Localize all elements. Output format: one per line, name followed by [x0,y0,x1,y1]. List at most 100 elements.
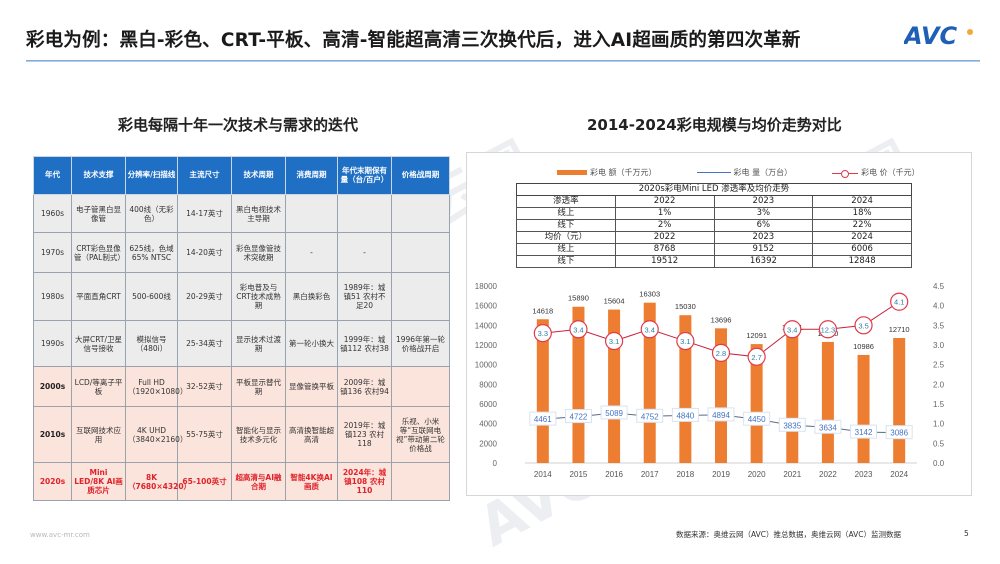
y-axis-right-tick: 0.0 [933,459,945,468]
volume-label-box [850,424,878,439]
column-header: 技术支撑 [71,156,126,195]
y-axis-left-tick: 16000 [475,302,498,311]
table-cell: 1980s [33,272,72,321]
price-marker [783,320,802,339]
table-cell: 智能4K换AI画质 [285,462,338,501]
bar [715,328,727,463]
table-cell: 显像管换平板 [285,366,338,407]
table-cell: 大屏CRT/卫星信号接收 [71,320,126,367]
price-value-label: 2.7 [751,353,761,362]
table-cell: 22% [812,219,912,232]
table-cell: 2019年：城镇123 农村118 [337,406,392,463]
price-value-label: 3.4 [645,325,655,334]
column-header: 技术周期 [231,156,286,195]
table-cell: 2020s [33,462,72,501]
bar-value-label: 15604 [604,297,625,306]
price-marker [890,292,909,311]
x-axis-tick: 2016 [605,470,623,479]
bar [893,338,906,463]
volume-label-box [564,409,592,424]
price-marker [818,320,838,339]
table-cell: 显示技术过渡期 [231,320,286,367]
table-cell [391,366,450,407]
table-cell: 55-75英寸 [177,406,232,463]
legend-item-revenue: 彩电 额（千万元） [557,167,657,178]
table-row: 线下 19512 16392 12848 [516,255,912,268]
table-cell: 1% [614,207,715,220]
right-section-title: 2014-2024彩电规模与均价走势对比 [587,116,842,134]
table-cell: 19512 [614,255,715,268]
bar [572,306,585,463]
price-marker [533,324,552,343]
volume-value-label: 4461 [534,415,552,424]
chart-legend: 彩电 额（千万元） 彩电 量（万台） 彩电 价（千元） [557,167,920,178]
y-axis-right-tick: 2.5 [933,361,945,370]
volume-label-box [707,407,735,422]
y-axis-right-tick: 3.5 [933,321,945,330]
table-cell: 2024 [812,231,912,244]
y-axis-right-tick: 1.5 [933,400,945,409]
volume-value-label: 4722 [570,413,588,422]
table-cell: 32-52英寸 [177,366,232,407]
website-footer: www.avc-mr.com [30,531,90,539]
price-marker [711,343,731,362]
column-header: 年代末期保有量（台/百户） [337,156,392,195]
table-row: 1970s CRT彩色显像管（PAL制式） 625线，色域65% NTSC 14… [33,232,450,273]
column-header: 消费周期 [285,156,338,195]
table-row: 线上 8768 9152 6006 [516,243,912,256]
volume-label-box [814,419,842,434]
bar-value-label: 12710 [889,325,910,334]
price-marker [854,316,873,335]
table-cell: 625线，色域65% NTSC [125,232,178,273]
table-cell: 第一轮小换大 [285,320,338,367]
mini-led-table: 2020s彩电Mini LED 渗透率及均价走势 渗透率 2022 2023 2… [516,183,912,268]
bar-value-label: 15030 [675,302,696,311]
volume-label-box [636,408,664,423]
table-cell: 25-34英寸 [177,320,232,367]
table-cell: 1970s [33,232,72,273]
table-cell: - [285,232,338,273]
legend-label: 彩电 额（千万元） [590,168,657,177]
table-row: 1990s 大屏CRT/卫星信号接收 模拟信号（480i） 25-34英寸 显示… [33,320,450,367]
column-header: 主流尺寸 [177,156,232,195]
table-cell: 线下 [516,219,616,232]
page-number: 5 [964,529,969,538]
price-marker [747,347,766,366]
price-value-label: 2.8 [716,349,726,358]
table-cell: 8K（7680×4320） [125,462,191,501]
legend-label: 彩电 量（万台） [733,168,793,177]
table-cell: 65-100英寸 [177,462,232,501]
y-axis-left-tick: 14000 [475,321,498,330]
table-cell: 彩色显像管技术突破期 [231,232,286,273]
x-axis-tick: 2019 [712,470,730,479]
table-cell: 均价（元） [516,231,616,244]
table-cell: 6006 [812,243,912,256]
table-cell: 线下 [516,255,616,268]
table-cell: 2010s [33,406,72,463]
table-caption: 2020s彩电Mini LED 渗透率及均价走势 [516,183,912,196]
y-axis-left-tick: 18000 [475,282,498,291]
y-axis-right-tick: 0.5 [933,439,945,448]
bar-value-label: 13696 [711,315,732,324]
bar-value-label: 14618 [532,306,553,315]
column-header: 年代 [33,156,72,195]
svg-text:AVC: AVC [904,22,958,50]
volume-label-box [671,407,699,422]
table-row: 2020s Mini LED/8K AI画质芯片 8K（7680×4320） 6… [33,462,450,501]
bar-value-label: 12091 [746,331,767,340]
table-cell: 3% [713,207,814,220]
title-divider [26,60,980,62]
table-cell: 2023 [713,231,814,244]
line-swatch-icon [696,172,731,173]
bar [643,302,656,463]
volume-value-label: 4894 [712,411,730,420]
table-cell: 2024年：城镇108 农村110 [337,462,392,501]
table-cell [391,232,450,273]
price-value-label: 3.5 [858,321,868,330]
table-cell: 线上 [516,243,616,256]
table-row: 1980s 平面直角CRT 500-600线 20-29英寸 彩电普及与CRT技… [33,272,450,321]
table-cell: 高清换智能超高清 [285,406,338,463]
column-header: 分辨率/扫描线 [125,156,178,195]
table-cell: 模拟信号（480i） [125,320,178,367]
price-value-label: 3.4 [787,325,797,334]
